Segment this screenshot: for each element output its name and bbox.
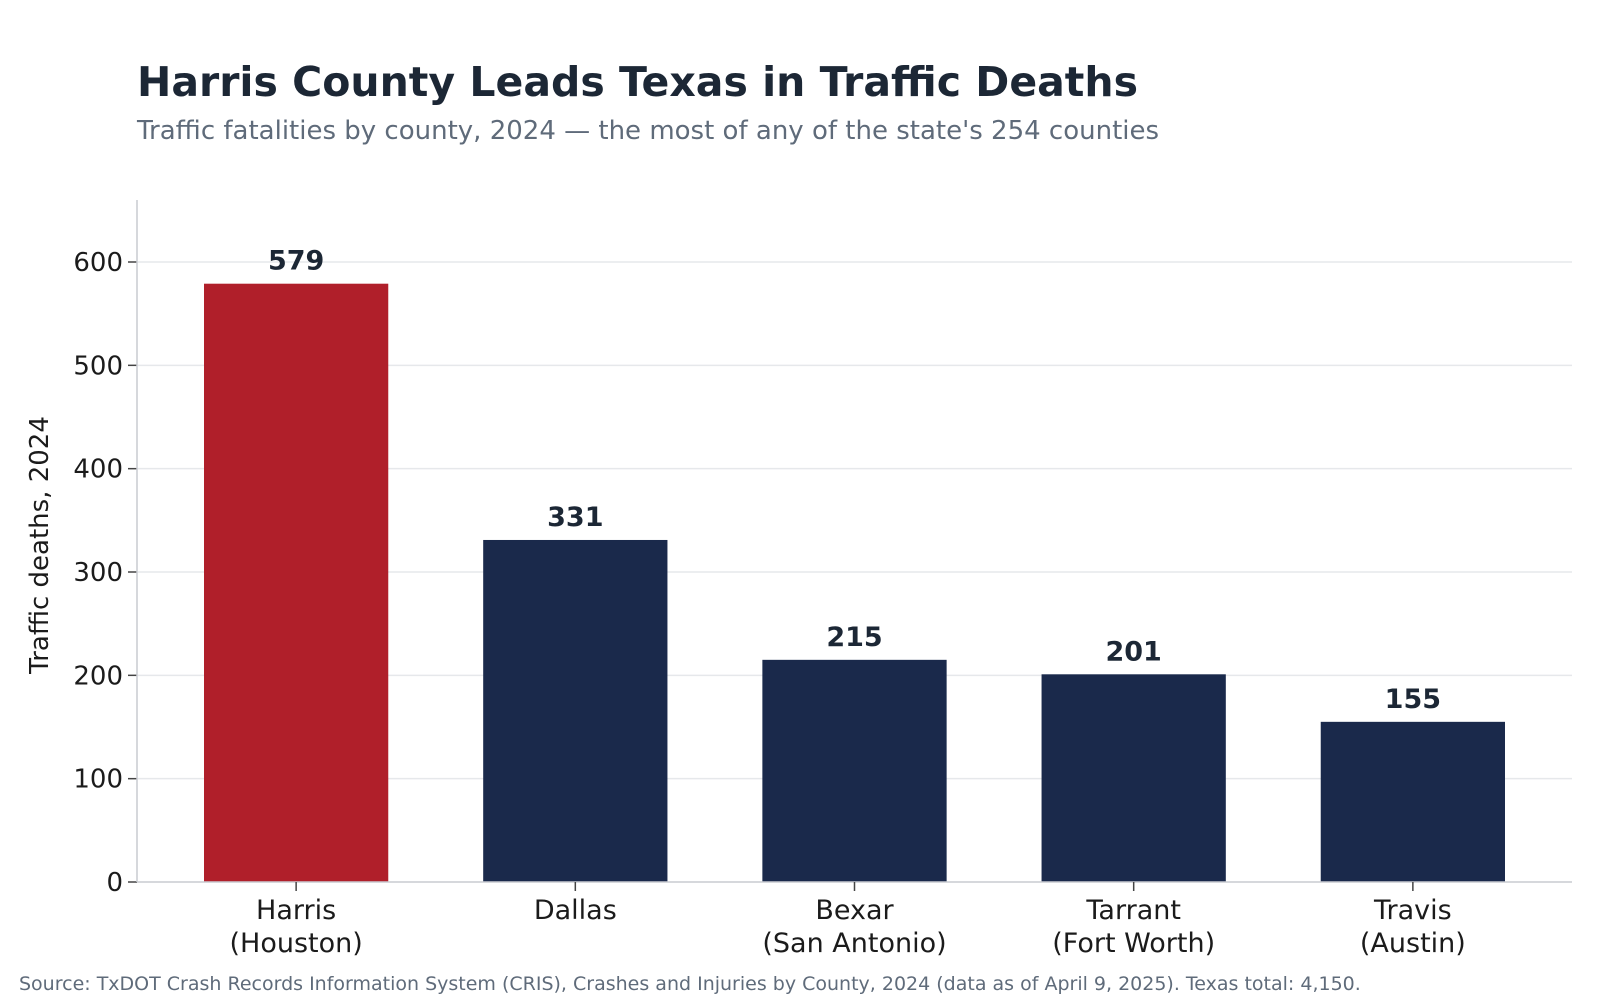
bars <box>204 283 1505 882</box>
x-tick-label: (Houston) <box>229 928 362 959</box>
y-axis-title: Traffic deaths, 2024 <box>25 416 55 675</box>
data-label: 215 <box>826 622 882 653</box>
chart-title: Harris County Leads Texas in Traffic Dea… <box>137 58 1138 106</box>
y-tick-label: 600 <box>73 248 123 278</box>
y-tick-label: 300 <box>73 558 123 588</box>
bar <box>1320 721 1505 882</box>
data-label: 201 <box>1105 636 1161 667</box>
y-tick-label: 500 <box>73 351 123 381</box>
bar <box>483 539 668 882</box>
x-tick-label: Travis <box>1373 895 1452 926</box>
x-tick-label: Tarrant <box>1085 895 1181 926</box>
x-tick-label: (Fort Worth) <box>1052 928 1215 959</box>
chart-subtitle: Traffic fatalities by county, 2024 — the… <box>137 116 1160 146</box>
y-tick-label: 0 <box>106 868 123 898</box>
x-tick-label: Dallas <box>534 895 617 926</box>
x-tick-label: (San Antonio) <box>762 928 946 959</box>
x-tick-label: (Austin) <box>1360 928 1466 959</box>
source-note: Source: TxDOT Crash Records Information … <box>19 973 1361 995</box>
data-label: 331 <box>547 502 603 533</box>
bar <box>762 659 947 882</box>
axes <box>128 200 1572 891</box>
bar <box>204 283 389 882</box>
y-tick-label: 400 <box>73 455 123 485</box>
y-tick-label: 100 <box>73 765 123 795</box>
y-tick-label: 200 <box>73 661 123 691</box>
x-tick-label: Harris <box>256 895 336 926</box>
data-label: 579 <box>268 246 324 277</box>
data-label: 155 <box>1385 684 1441 715</box>
labels: 0 100 200 300 400 500 600 579 Harris(Houston) 331… <box>73 246 1465 959</box>
bar <box>1041 674 1226 882</box>
x-tick-label: Bexar <box>815 895 894 926</box>
